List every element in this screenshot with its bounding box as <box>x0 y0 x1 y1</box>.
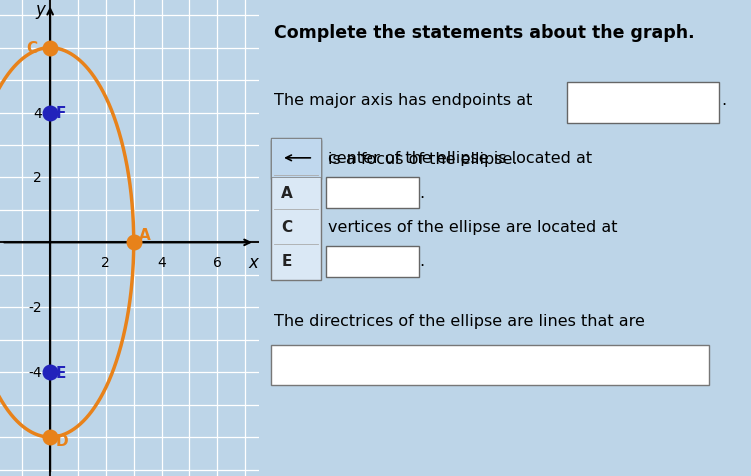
Text: F: F <box>56 106 66 121</box>
Text: The directrices of the ellipse are lines that are: The directrices of the ellipse are lines… <box>274 314 644 329</box>
Text: 4: 4 <box>33 106 42 120</box>
Text: 2: 2 <box>101 255 110 269</box>
Text: 2: 2 <box>33 171 42 185</box>
Text: C: C <box>26 41 38 56</box>
Text: A and B: A and B <box>579 92 641 108</box>
FancyBboxPatch shape <box>271 139 321 281</box>
Text: 4: 4 <box>157 255 166 269</box>
Text: vertices of the ellipse are located at: vertices of the ellipse are located at <box>328 219 617 235</box>
Text: C: C <box>281 219 292 235</box>
Text: .: . <box>419 185 424 200</box>
Text: is a focus of the ellipse.: is a focus of the ellipse. <box>328 152 517 167</box>
FancyBboxPatch shape <box>271 139 321 178</box>
FancyBboxPatch shape <box>325 178 419 208</box>
Text: center of the ellipse is located at: center of the ellipse is located at <box>328 151 592 166</box>
Text: E: E <box>56 365 66 380</box>
Point <box>44 45 56 52</box>
Text: x: x <box>249 253 258 271</box>
Text: -4: -4 <box>29 366 42 379</box>
Text: The major axis has endpoints at: The major axis has endpoints at <box>274 92 532 108</box>
Text: ✓: ✓ <box>308 153 318 166</box>
Text: E: E <box>281 254 291 269</box>
Text: -2: -2 <box>29 301 42 315</box>
FancyBboxPatch shape <box>271 345 709 386</box>
FancyBboxPatch shape <box>325 246 419 277</box>
Text: 6: 6 <box>213 255 222 269</box>
Text: A: A <box>281 185 293 200</box>
Text: ✓: ✓ <box>699 93 710 107</box>
Text: .: . <box>419 254 424 269</box>
Text: ✓: ✓ <box>404 186 415 199</box>
Text: D: D <box>56 433 68 448</box>
Text: ✓: ✓ <box>404 255 415 268</box>
Text: Complete the statements about the graph.: Complete the statements about the graph. <box>274 24 695 42</box>
Text: .: . <box>722 92 727 108</box>
Point <box>44 433 56 441</box>
Point <box>44 368 56 376</box>
Text: y: y <box>35 1 45 19</box>
FancyBboxPatch shape <box>271 141 321 180</box>
Text: ✓: ✓ <box>692 359 702 372</box>
Point <box>44 109 56 117</box>
FancyBboxPatch shape <box>566 83 719 124</box>
Text: A: A <box>139 227 151 242</box>
Point <box>128 239 140 247</box>
